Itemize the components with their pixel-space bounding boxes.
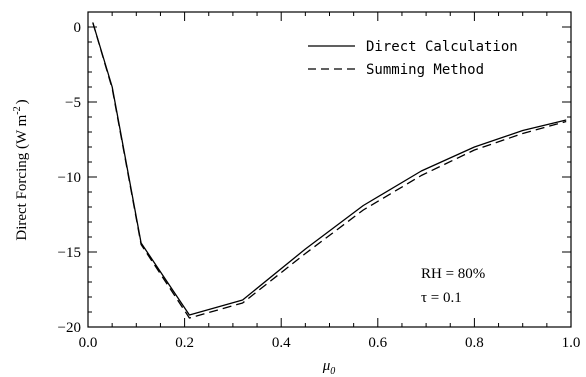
- legend: Direct Calculation Summing Method: [308, 39, 518, 78]
- y-tick-label: −10: [58, 170, 81, 186]
- y-tick-label: −20: [58, 320, 81, 336]
- annotation-tau: τ = 0.1: [421, 290, 462, 306]
- x-tick-label: 0.0: [79, 335, 98, 351]
- y-tick-label: −15: [58, 245, 81, 261]
- annotation-rh: RH = 80%: [421, 266, 485, 282]
- series-line-direct-calculation: [92, 22, 567, 316]
- x-axis-label: μ0: [322, 358, 336, 377]
- plot-frame: [87, 11, 572, 328]
- x-tick-label: 0.6: [368, 335, 387, 351]
- legend-label-summing: Summing Method: [366, 62, 484, 78]
- x-tick-label: 0.4: [272, 335, 291, 351]
- y-tick-label: −5: [65, 95, 81, 111]
- x-tick-label: 0.8: [465, 335, 484, 351]
- y-tick-label: 0: [74, 20, 82, 36]
- legend-label-direct: Direct Calculation: [366, 39, 518, 55]
- y-axis-ticks: 0 −5 −10 −15 −20: [58, 11, 571, 336]
- x-tick-label: 0.2: [175, 335, 194, 351]
- x-tick-label: 1.0: [562, 335, 581, 351]
- x-axis-ticks: 0.0 0.2 0.4 0.6 0.8 1.0: [79, 12, 581, 351]
- y-axis-label: Direct Forcing (W m-2): [12, 99, 30, 240]
- series-line-summing-method: [92, 22, 567, 319]
- series-lines: [92, 22, 567, 319]
